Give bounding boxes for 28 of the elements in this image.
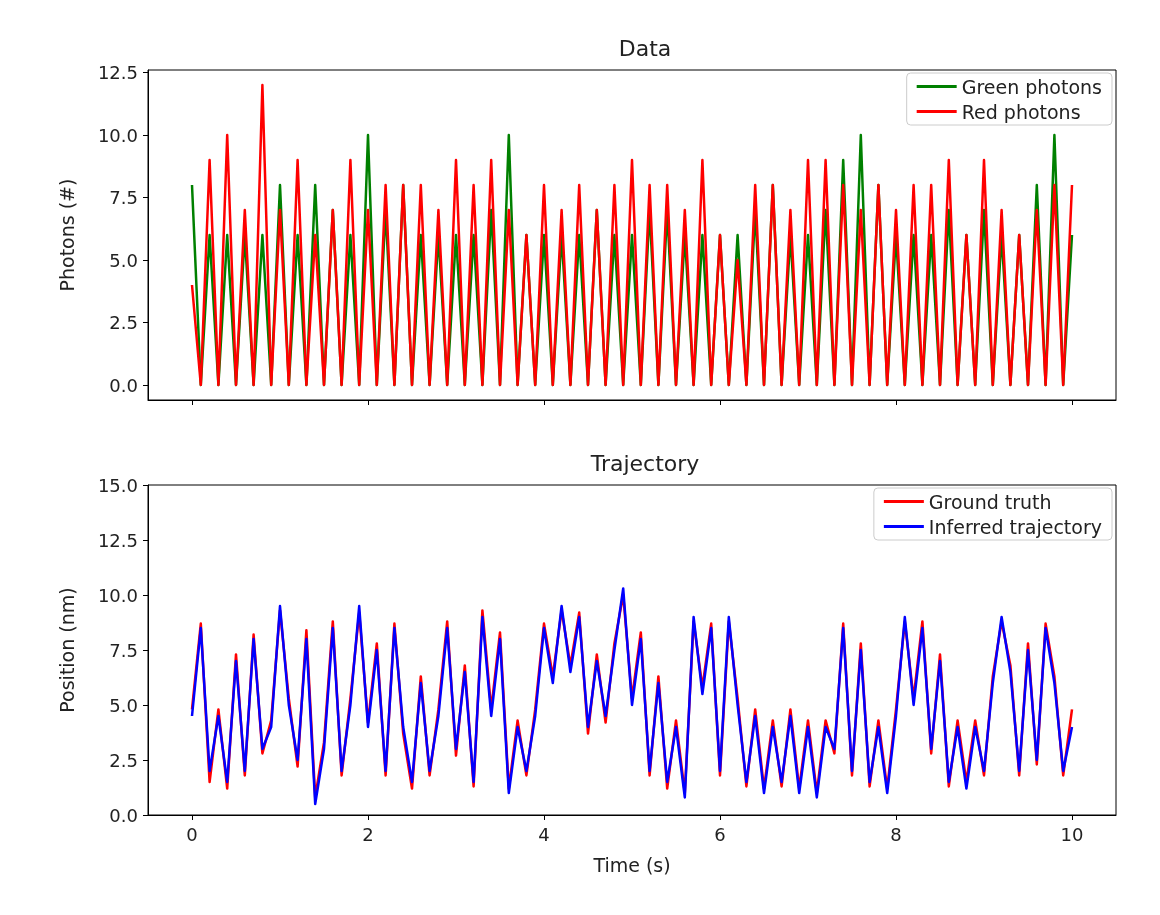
x-tick-label: 0 <box>186 823 198 845</box>
y-tick-label: 10.0 <box>97 124 138 146</box>
x-tick-label: 4 <box>538 823 550 845</box>
x-tick-label: 2 <box>362 823 374 845</box>
x-tick-label: 10 <box>1060 823 1084 845</box>
y-tick-label: 7.5 <box>109 187 138 208</box>
y-tick-label: 12.5 <box>97 529 138 551</box>
legend-label: Green photons <box>961 75 1103 98</box>
x-tick-label: 8 <box>890 823 902 845</box>
legend-label: Red photons <box>961 100 1081 123</box>
legend-label: Inferred trajectory <box>928 515 1103 538</box>
y-axis-title: Photons (#) <box>55 178 78 292</box>
y-tick-label: 7.5 <box>109 639 138 661</box>
y-tick-label: 5.0 <box>109 249 138 271</box>
y-tick-label: 0.0 <box>109 374 138 396</box>
x-axis-title: Time (s) <box>592 853 671 876</box>
y-tick-label: 2.5 <box>109 312 138 333</box>
x-tick-label: 6 <box>714 823 726 845</box>
chart-title: Data <box>618 35 672 61</box>
y-tick-label: 15.0 <box>97 474 138 496</box>
y-tick-label: 0.0 <box>109 804 138 826</box>
legend-label: Ground truth <box>928 490 1052 513</box>
y-axis-title: Position (nm) <box>55 587 78 713</box>
y-tick-label: 2.5 <box>109 749 138 771</box>
y-tick-label: 10.0 <box>97 584 138 606</box>
chart-title: Trajectory <box>589 450 700 476</box>
y-tick-label: 12.5 <box>97 62 138 83</box>
y-tick-label: 5.0 <box>109 694 138 716</box>
